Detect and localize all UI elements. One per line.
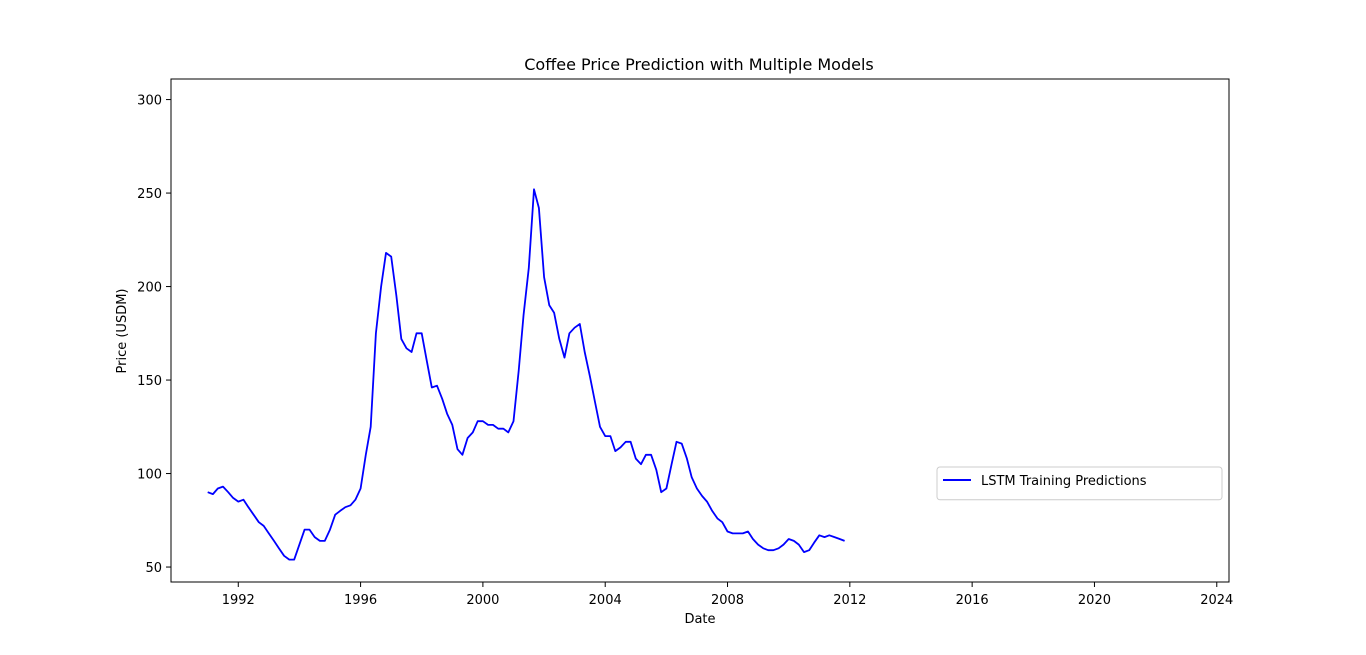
- plot-area: [207, 188, 845, 561]
- x-axis-label: Date: [684, 612, 715, 627]
- x-tick-label: 2008: [711, 593, 744, 608]
- legend-box: [936, 466, 1223, 501]
- y-axis-label: Price (USDM): [115, 289, 130, 374]
- x-tick-label: 2012: [833, 593, 866, 608]
- x-tick-label: 2000: [466, 593, 499, 608]
- y-tick-label: 250: [137, 187, 162, 202]
- chart-title: Coffee Price Prediction with Multiple Mo…: [524, 55, 874, 74]
- plot-frame: [170, 78, 1230, 583]
- x-tick-label: 2024: [1200, 593, 1233, 608]
- x-tick-label: 1992: [222, 593, 255, 608]
- y-tick-label: 100: [137, 468, 162, 483]
- x-tick-label: 2016: [956, 593, 989, 608]
- x-tick-label: 1996: [344, 593, 377, 608]
- x-tick-label: 2020: [1078, 593, 1111, 608]
- y-axis: 50 100 150 200 250 300: [137, 94, 171, 576]
- y-tick-label: 150: [137, 374, 162, 389]
- x-axis: 1992 1996 2000 2004 2008 2012 2016 2020 2024: [222, 582, 1233, 608]
- y-tick-label: 300: [137, 94, 162, 109]
- x-tick-label: 2004: [589, 593, 622, 608]
- series-line-lstm-training-predictions: [207, 188, 845, 561]
- legend-label: LSTM Training Predictions: [981, 474, 1147, 489]
- y-tick-label: 50: [145, 561, 162, 576]
- legend: LSTM Training Predictions: [936, 466, 1223, 501]
- y-tick-label: 200: [137, 281, 162, 296]
